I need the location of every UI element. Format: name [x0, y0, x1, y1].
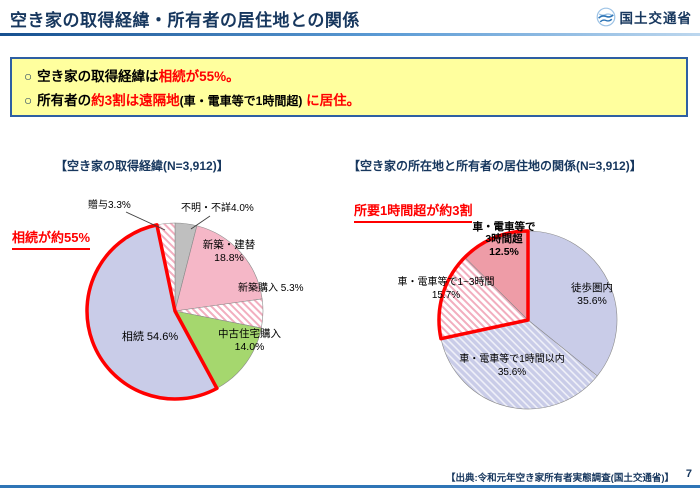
pie-label-unknown: 不明・不詳4.0% [181, 203, 254, 214]
header-divider [0, 33, 700, 36]
left-chart-annotation: 相続が約55% [12, 227, 91, 250]
bullet2-highlight-2: に居住。 [302, 92, 361, 108]
mlit-logo-icon [596, 7, 615, 27]
pie-label-usedpurchase: 中古住宅購入 14.0% [218, 328, 281, 354]
pie-label-within-1h: 車・電車等で1時間以内 35.6% [459, 354, 565, 378]
bullet2-highlight-1: 約3割は遠隔地 [91, 92, 180, 108]
pie-label-1-to-3h: 車・電車等で1~3時間 15.7% [397, 277, 495, 301]
acquisition-pie-chart [85, 222, 264, 401]
source-citation: 【出典:令和元年空き家所有者実態調査(国土交通省)】 [446, 473, 674, 484]
summary-box: ○ 空き家の取得経緯は相続が55%。 ○ 所有者の約3割は遠隔地(車・電車等で1時間… [10, 57, 688, 117]
mlit-logo-text: 国土交通省 [619, 11, 692, 26]
pie-slice-1 [440, 319, 598, 410]
bullet1-text: 空き家の取得経緯は [37, 69, 159, 84]
bottom-divider [0, 485, 700, 488]
page-number: 7 [685, 468, 692, 480]
bullet-marker: ○ [24, 69, 33, 84]
residence-pie-chart [437, 229, 618, 410]
left-chart-title: 【空き家の取得経緯(N=3,912)】 [55, 159, 229, 173]
pie-slice-0 [527, 230, 618, 377]
right-chart-annotation: 所要1時間超が約3割 [354, 200, 473, 223]
pie-label-walking: 徒歩圏内 35.6% [571, 282, 613, 308]
pie-label-newbuild: 新築・建替 18.8% [202, 239, 256, 265]
bullet-marker: ○ [24, 92, 33, 108]
page-title: 空き家の取得経緯・所有者の居住地との関係 [10, 11, 360, 30]
summary-bullet-1: ○ 空き家の取得経緯は相続が55%。 [24, 65, 674, 89]
bullet2-text-1: 所有者の [37, 92, 92, 108]
summary-bullet-2: ○ 所有者の約3割は遠隔地(車・電車等で1時間超) に居住。 [24, 89, 674, 113]
highlight-outline [85, 223, 219, 401]
bullet1-highlight: 相続が55%。 [158, 69, 240, 84]
right-chart-title: 【空き家の所在地と所有者の居住地の関係(N=3,912)】 [348, 159, 642, 173]
mlit-logo: 国土交通省 [596, 7, 693, 27]
bullet2-text-2: (車・電車等で1時間超) [179, 93, 303, 108]
pie-label-newpurchase: 新築購入 5.3% [238, 283, 304, 294]
pie-label-over-3h: 車・電車等で 3時間超 12.5% [472, 221, 536, 258]
pie-slice-3 [174, 310, 262, 389]
highlight-outline [437, 229, 530, 341]
pie-label-inheritance: 相続 54.6% [121, 331, 179, 343]
pie-label-gift: 贈与3.3% [88, 200, 131, 211]
